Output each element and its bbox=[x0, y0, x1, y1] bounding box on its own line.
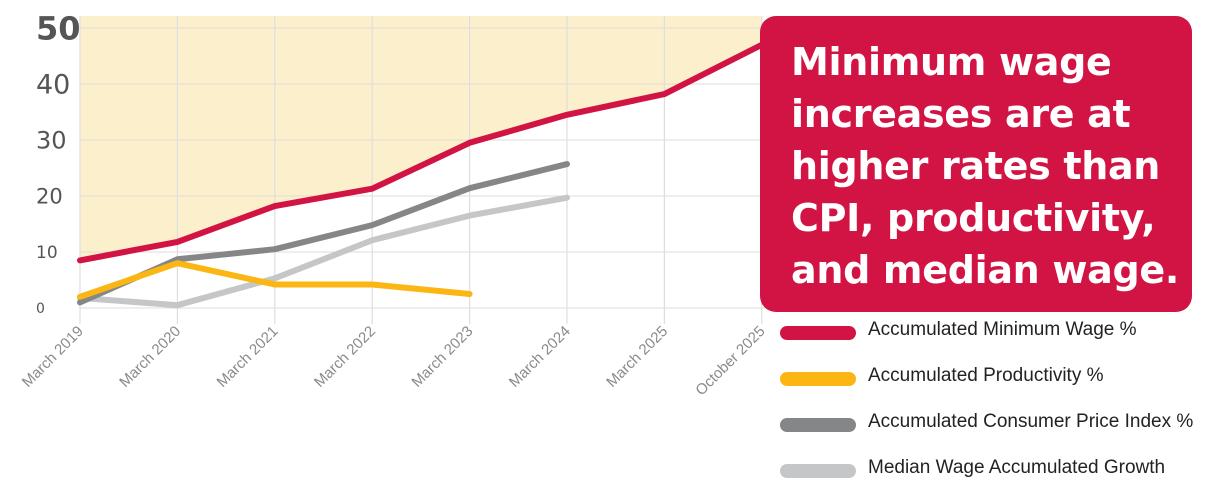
legend-item-productivity: Accumulated Productivity % bbox=[780, 362, 1220, 408]
legend-label: Accumulated Consumer Price Index % bbox=[868, 411, 1194, 432]
x-tick-label: March 2021 bbox=[214, 323, 282, 391]
y-tick-label: 30 bbox=[36, 127, 67, 155]
legend-item-minimum-wage: Accumulated Minimum Wage % bbox=[780, 316, 1220, 362]
callout-line: increases are at bbox=[791, 92, 1131, 136]
x-tick-label: March 2025 bbox=[603, 323, 671, 391]
callout-line: CPI, productivity, bbox=[791, 196, 1156, 240]
x-tick-label: March 2023 bbox=[408, 323, 476, 391]
x-tick-label: March 2020 bbox=[116, 323, 184, 391]
series-line bbox=[77, 41, 765, 264]
shaded-area bbox=[80, 16, 762, 261]
legend-label: Accumulated Minimum Wage % bbox=[868, 319, 1137, 340]
callout-line: Minimum wage bbox=[791, 40, 1112, 84]
x-tick-label: March 2024 bbox=[506, 323, 574, 391]
y-tick-label: 50 bbox=[36, 10, 81, 48]
callout-line: and median wage. bbox=[791, 248, 1180, 292]
legend-item-median-wage: Median Wage Accumulated Growth bbox=[780, 454, 1220, 500]
legend-label: Median Wage Accumulated Growth bbox=[868, 457, 1166, 478]
y-tick-label: 20 bbox=[36, 185, 63, 209]
legend-swatch bbox=[780, 326, 856, 340]
y-tick-label: 10 bbox=[36, 243, 58, 263]
legend-swatch bbox=[780, 372, 856, 386]
y-tick-label: 0 bbox=[36, 301, 45, 317]
series-line bbox=[77, 194, 570, 309]
callout-line: higher rates than bbox=[791, 144, 1161, 188]
legend-item-cpi: Accumulated Consumer Price Index % bbox=[780, 408, 1220, 454]
legend-swatch bbox=[780, 418, 856, 432]
x-tick-label: March 2022 bbox=[311, 323, 379, 391]
x-tick-label: October 2025 bbox=[692, 323, 768, 399]
annotation-callout: Minimum wage increases are at higher rat… bbox=[760, 16, 1192, 312]
chart-legend: Accumulated Minimum Wage % Accumulated P… bbox=[780, 316, 1220, 500]
y-tick-label: 40 bbox=[36, 70, 70, 101]
legend-label: Accumulated Productivity % bbox=[868, 365, 1104, 386]
legend-swatch bbox=[780, 464, 856, 478]
x-tick-label: March 2019 bbox=[19, 323, 87, 391]
series-line bbox=[77, 260, 473, 300]
